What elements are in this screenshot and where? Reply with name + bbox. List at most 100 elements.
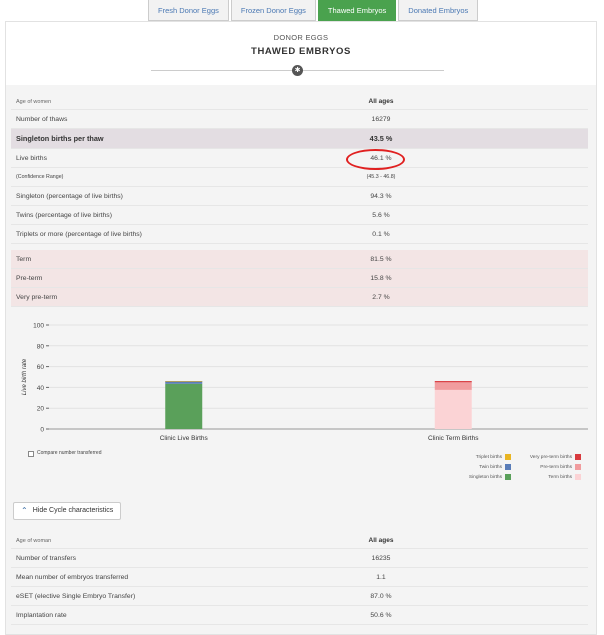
legend-swatch xyxy=(575,474,581,480)
row-label: Number of thaws xyxy=(16,116,68,123)
legend-label: Very pre-term births xyxy=(529,454,572,460)
row-value: 2.7 % xyxy=(372,294,390,301)
row-label: Twins (percentage of live births) xyxy=(16,212,112,219)
table-row: Mean number of embryos transferred 1.1 xyxy=(11,568,588,587)
sparkle-icon: ✱ xyxy=(292,65,303,76)
row-value: All ages xyxy=(368,98,394,105)
hide-cycle-label: Hide Cycle characteristics xyxy=(32,507,114,514)
table-row: Number of transfers 16235 xyxy=(11,549,588,568)
y-tick-label: 60 xyxy=(37,364,45,371)
table-row: Very pre-term 2.7 % xyxy=(11,288,588,307)
hide-cycle-button[interactable]: ⌃ Hide Cycle characteristics xyxy=(13,502,122,520)
y-tick-label: 0 xyxy=(40,427,44,434)
y-tick-label: 100 xyxy=(33,323,44,330)
legend-item: Singleton births xyxy=(411,472,511,482)
legend-item: Triplet births xyxy=(411,452,511,462)
compare-checkbox[interactable] xyxy=(28,451,34,457)
row-value: 15.8 % xyxy=(370,275,392,282)
tab-fresh-donor-eggs[interactable]: Fresh Donor Eggs xyxy=(148,0,229,21)
birth-chart: 0 20 40 60 80 100 Live birth rate Clinic Live B… xyxy=(11,312,588,497)
header-area: DONOR EGGS THAWED EMBRYOS ✱ xyxy=(6,22,596,85)
row-label: Pre-term xyxy=(16,275,43,282)
table-row: Number of thaws 16279 xyxy=(11,110,588,129)
row-value: 16279 xyxy=(371,116,391,123)
x-tick-label: Clinic Term Births xyxy=(428,435,479,442)
y-tick-label: 20 xyxy=(37,406,45,413)
row-label: Age of women xyxy=(16,99,52,105)
section-title: DONOR EGGS xyxy=(273,33,329,42)
row-value: 87.0 % xyxy=(370,593,392,600)
results-panel: DONOR EGGS THAWED EMBRYOS ✱ Age of women… xyxy=(5,21,597,635)
legend-item: Twin births xyxy=(411,462,511,472)
page-title: THAWED EMBRYOS xyxy=(251,46,351,57)
table-row: Singleton (percentage of live births) 94.… xyxy=(11,187,588,206)
legend-item: Very pre-term births xyxy=(481,452,581,462)
legend-label: Triplet births xyxy=(475,454,502,460)
legend-right: Very pre-term births Pre-term births Term … xyxy=(481,452,581,482)
row-value: (45.3 - 46.8) xyxy=(366,174,396,180)
x-tick-label: Clinic Live Births xyxy=(160,435,209,442)
table-row: Age of women All ages xyxy=(11,94,588,110)
row-label: Live births xyxy=(16,155,47,162)
table-row: Pre-term 15.8 % xyxy=(11,269,588,288)
y-axis-label: Live birth rate xyxy=(22,358,28,395)
bar-segment xyxy=(165,381,203,384)
table-row: eSET (elective Single Embryo Transfer) 87… xyxy=(11,587,588,606)
row-label: Number of transfers xyxy=(16,555,77,562)
row-label: Very pre-term xyxy=(16,294,58,301)
row-label: Mean number of embryos transferred xyxy=(16,574,129,581)
chevron-up-icon: ⌃ xyxy=(21,506,28,515)
row-label: eSET (elective Single Embryo Transfer) xyxy=(16,593,136,600)
legend-item: Pre-term births xyxy=(481,462,581,472)
highlight-oval xyxy=(346,149,405,170)
row-value: 94.3 % xyxy=(370,193,392,200)
row-value: 43.5 % xyxy=(369,134,393,143)
table-row: Live births 46.1 % xyxy=(11,149,588,168)
row-label: Triplets or more (percentage of live bir… xyxy=(16,231,142,238)
legend-swatch xyxy=(505,454,511,460)
tab-donated-embryos[interactable]: Donated Embryos xyxy=(398,0,479,21)
bar-segment xyxy=(165,381,203,382)
table-row: (Confidence Range) (45.3 - 46.8) xyxy=(11,168,588,187)
legend-swatch xyxy=(505,464,511,470)
y-tick-label: 40 xyxy=(37,385,45,392)
legend-label: Pre-term births xyxy=(540,464,572,470)
legend-label: Term births xyxy=(548,474,572,480)
legend-swatch xyxy=(575,454,581,460)
row-value: 16235 xyxy=(371,555,391,562)
row-label: Implantation rate xyxy=(16,612,67,619)
legend-label: Twin births xyxy=(479,464,502,470)
legend-left: Triplet births Twin births Singleton birth… xyxy=(411,452,511,482)
table-row: Singleton births per thaw 43.5 % xyxy=(11,129,588,149)
y-tick-label: 80 xyxy=(37,343,45,350)
legend-item: Term births xyxy=(481,472,581,482)
table-row: Age of woman All ages xyxy=(11,533,588,549)
row-value: 5.6 % xyxy=(372,212,390,219)
row-value: 50.6 % xyxy=(370,612,392,619)
tab-bar: Fresh Donor Eggs Frozen Donor Eggs Thawe… xyxy=(148,0,480,21)
row-value: 1.1 xyxy=(376,574,386,581)
table-row: Implantation rate 50.6 % xyxy=(11,606,588,625)
legend-swatch xyxy=(505,474,511,480)
row-value: 0.1 % xyxy=(372,231,390,238)
tab-thawed-embryos[interactable]: Thawed Embryos xyxy=(317,0,397,21)
compare-label: Compare number transferred xyxy=(37,450,102,456)
table-row: Term 81.5 % xyxy=(11,250,588,269)
table-row: Triplets or more (percentage of live bir… xyxy=(11,225,588,244)
row-value: All ages xyxy=(368,537,394,544)
tab-frozen-donor-eggs[interactable]: Frozen Donor Eggs xyxy=(230,0,316,21)
bar-segment xyxy=(434,389,472,429)
bar-segment xyxy=(165,383,203,429)
chart-canvas: 0 20 40 60 80 100 Live birth rate Clinic Live B… xyxy=(22,323,588,442)
legend-label: Singleton births xyxy=(468,474,502,480)
bar-segment xyxy=(434,382,472,390)
table-row: Twins (percentage of live births) 5.6 % xyxy=(11,206,588,225)
row-label: Age of woman xyxy=(16,538,52,544)
row-value: 81.5 % xyxy=(370,256,392,263)
bar-segment xyxy=(434,381,472,383)
row-label: (Confidence Range) xyxy=(16,174,64,180)
row-label: Singleton (percentage of live births) xyxy=(16,193,123,200)
row-label: Term xyxy=(16,256,32,263)
legend-swatch xyxy=(575,464,581,470)
row-label: Singleton births per thaw xyxy=(16,134,104,143)
